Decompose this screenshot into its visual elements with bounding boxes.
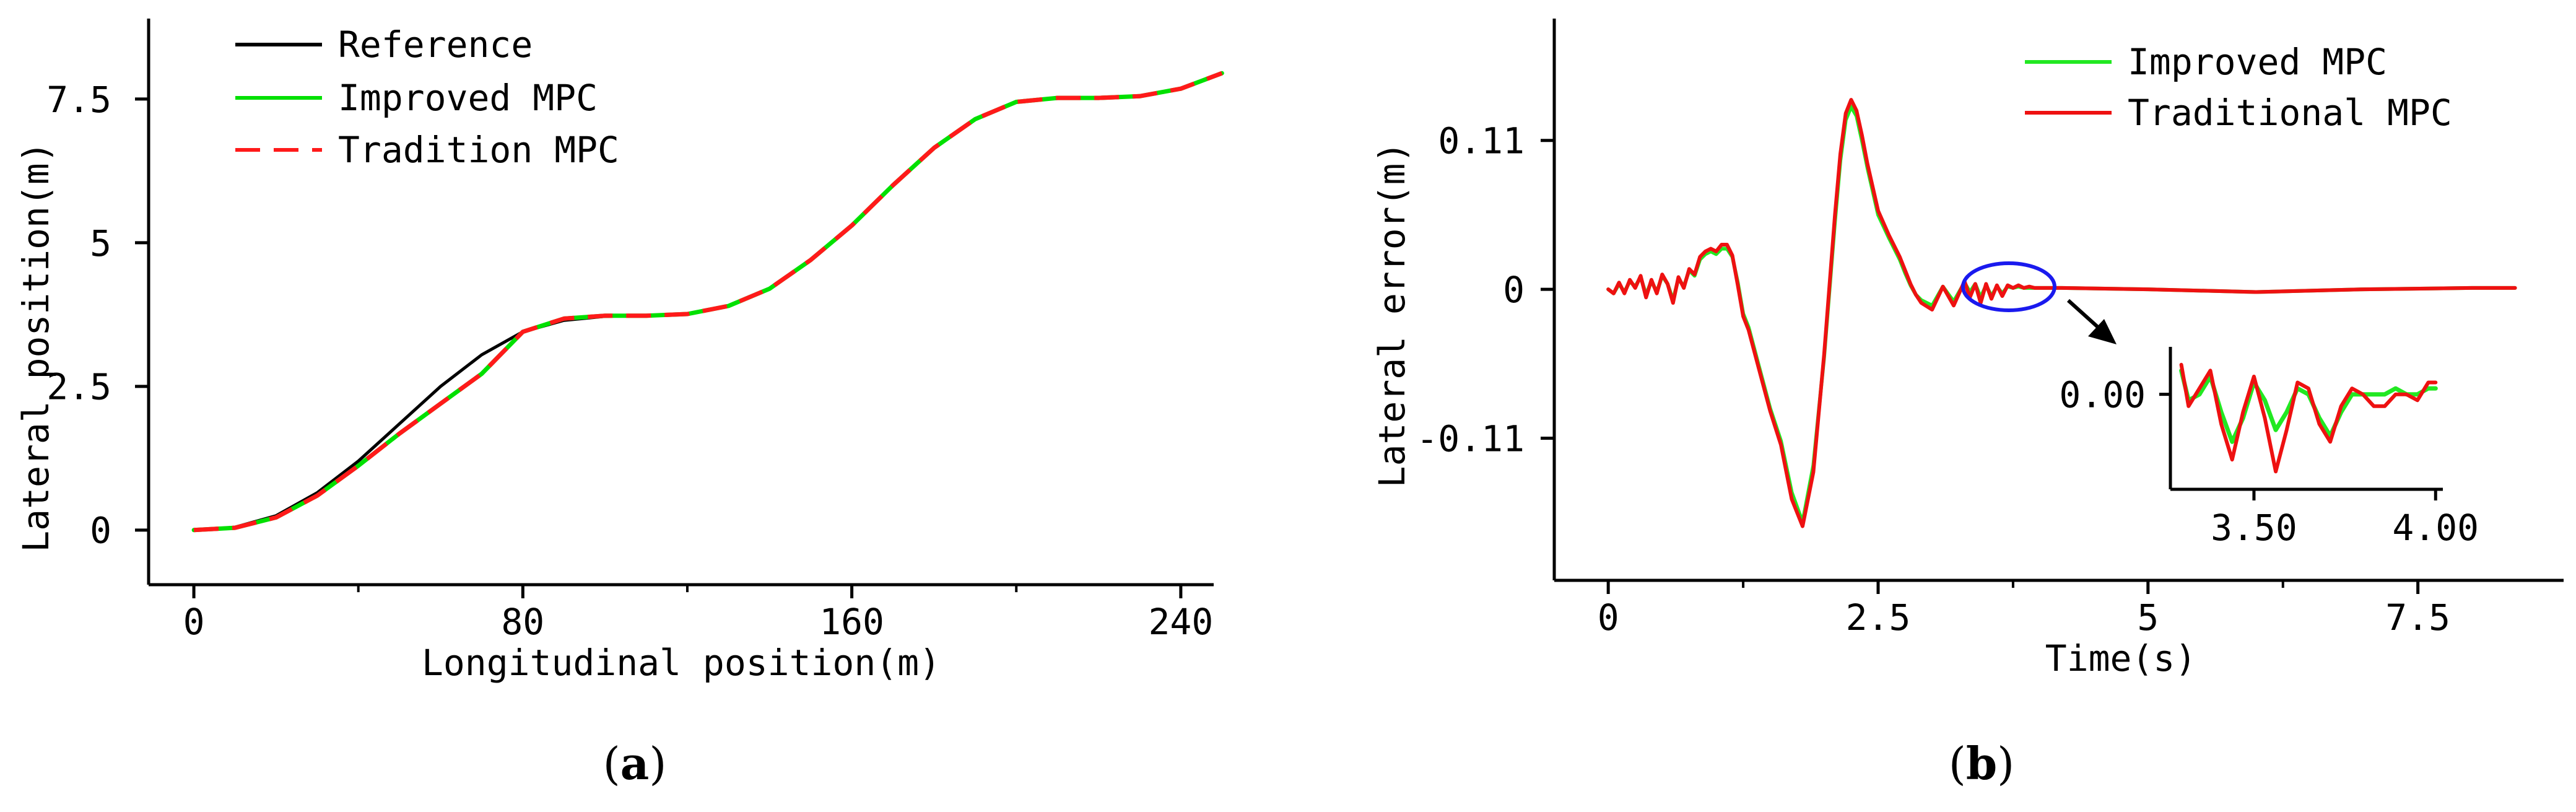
panel-b-ticks: 0 2.5 5 7.5 -0.11 0 0.11 bbox=[1416, 120, 2450, 639]
x-tick-label: 80 bbox=[501, 601, 544, 643]
zoom-arrow bbox=[2066, 299, 2101, 330]
x-tick-label: 0 bbox=[1598, 596, 1619, 639]
inset-ticks: 3.50 4.00 0.00 bbox=[2059, 374, 2479, 549]
y-tick-label: 0 bbox=[90, 510, 111, 552]
inset-series-traditional-mpc bbox=[2179, 362, 2438, 474]
panel-b-label: (b) bbox=[1949, 737, 2015, 790]
panel-a-series bbox=[191, 71, 1224, 533]
legend-label-improved-mpc: Improved MPC bbox=[338, 77, 598, 119]
zoom-inset: 3.50 4.00 0.00 bbox=[2059, 347, 2479, 549]
y-tick-label: 7.5 bbox=[46, 79, 111, 121]
panel-b-legend: Improved MPC Traditional MPC bbox=[2025, 41, 2452, 134]
legend-label-improved-mpc-b: Improved MPC bbox=[2128, 41, 2387, 83]
panel-b-series-traditional-mpc bbox=[1606, 98, 2517, 528]
x-tick-label: 2.5 bbox=[1846, 596, 1911, 639]
legend-label-tradition-mpc: Tradition MPC bbox=[338, 129, 619, 171]
y-tick-label: 0.11 bbox=[1438, 120, 1525, 162]
x-tick-label: 4.00 bbox=[2392, 507, 2479, 549]
y-tick-label: 2.5 bbox=[46, 366, 111, 408]
x-tick-label: 0 bbox=[183, 601, 205, 643]
panel-a-label: (a) bbox=[603, 737, 667, 790]
panel-a-y-axis-label: Lateral position(m) bbox=[15, 141, 57, 552]
panel-b-x-axis-label: Time(s) bbox=[2045, 637, 2196, 679]
panel-b-y-axis-label: Lateral error(m) bbox=[1371, 142, 1413, 488]
zoom-region-ellipse bbox=[1961, 261, 2056, 312]
panel-a-x-axis-label: Longitudinal position(m) bbox=[422, 642, 941, 684]
legend-label-reference: Reference bbox=[338, 24, 533, 66]
x-tick-label: 160 bbox=[819, 601, 884, 643]
y-tick-label: 0.00 bbox=[2059, 374, 2146, 416]
y-tick-label: -0.11 bbox=[1416, 417, 1525, 460]
y-tick-label: 5 bbox=[90, 222, 111, 264]
panel-a-ticks: 0 80 160 240 0 2.5 5 7.5 bbox=[46, 79, 1213, 643]
panel-a-legend: Reference Improved MPC Tradition MPC bbox=[235, 24, 619, 171]
panel-a-series-tradition-mpc bbox=[193, 71, 1223, 533]
panel-b: 0 2.5 5 7.5 -0.11 0 0.11 Time(s) Lateral error… bbox=[1371, 19, 2564, 790]
inset-series bbox=[2179, 362, 2438, 474]
y-tick-label: 0 bbox=[1503, 269, 1525, 311]
legend-label-traditional-mpc-b: Traditional MPC bbox=[2128, 92, 2452, 134]
panel-b-series bbox=[1606, 98, 2517, 528]
x-tick-label: 5 bbox=[2137, 596, 2159, 639]
x-tick-label: 7.5 bbox=[2385, 596, 2450, 639]
panel-a: 0 80 160 240 0 2.5 5 7.5 Longitudinal position(… bbox=[15, 19, 1224, 790]
zoom-arrow-head bbox=[2088, 319, 2117, 344]
x-tick-label: 240 bbox=[1148, 601, 1213, 643]
x-tick-label: 3.50 bbox=[2211, 507, 2297, 549]
